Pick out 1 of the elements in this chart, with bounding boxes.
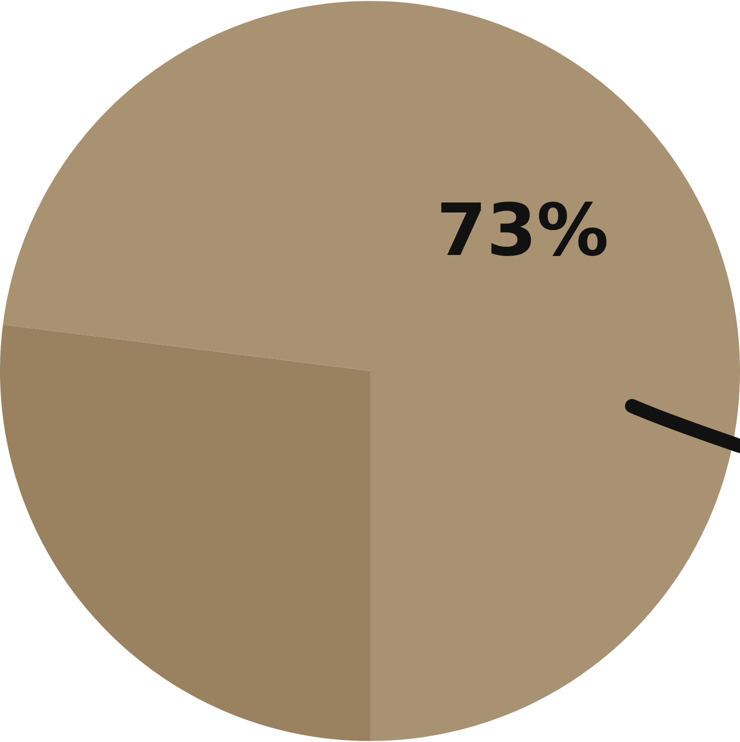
data-label: 73% [436,188,609,272]
